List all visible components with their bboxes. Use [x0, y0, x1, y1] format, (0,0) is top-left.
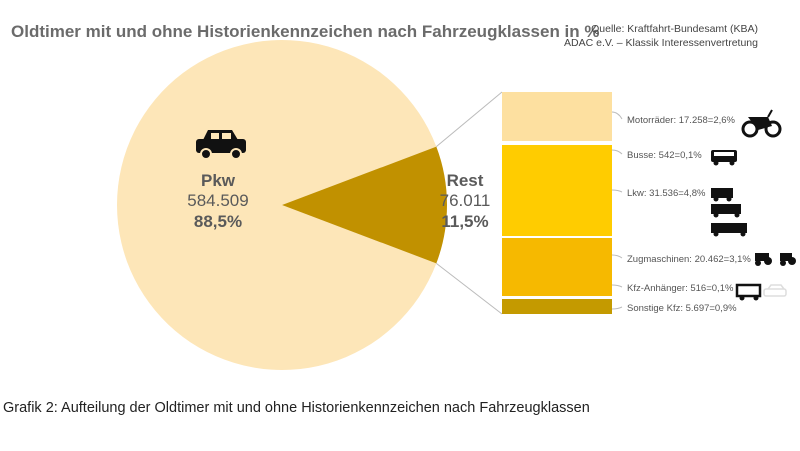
segment-label-5: Sonstige Kfz: 5.697=0,9%: [627, 303, 737, 314]
bar-segment-motorraeder: [502, 92, 612, 141]
segment-label-2: Lkw: 31.536=4,8%: [627, 188, 706, 199]
car-icon: [196, 130, 246, 160]
bar-segment-busse-lkw: [502, 145, 612, 236]
pie-slice-pkw: [117, 40, 437, 371]
pie-label-pkw-name: Pkw: [201, 171, 236, 190]
pie-label-rest-value: 76.011: [440, 191, 491, 210]
pie-slice-rest: [282, 146, 447, 264]
leader-line: [611, 254, 623, 259]
segment-label-4: Kfz-Anhänger: 516=0,1%: [627, 283, 734, 294]
leader-line: [611, 306, 623, 310]
car-icon: [763, 284, 787, 297]
source-note: Quelle: Kraftfahrt-Bundesamt (KBA) ADAC …: [564, 22, 758, 50]
segment-label-1: Busse: 542=0,1%: [627, 150, 702, 161]
truck-icon: [711, 223, 747, 237]
figure-caption: Grafik 2: Aufteilung der Oldtimer mit un…: [3, 400, 590, 416]
pie-label-rest-name: Rest: [447, 171, 484, 190]
source-line-2: ADAC e.V. – Klassik Interessenvertretung: [564, 37, 758, 49]
leader-line: [611, 149, 623, 155]
bar-segment-zugmaschinen-anhaenger: [502, 238, 612, 296]
bar-segment-sonstige: [502, 299, 612, 314]
bus-icon: [711, 150, 737, 166]
segment-label-3: Zugmaschinen: 20.462=3,1%: [627, 254, 751, 265]
leader-line: [611, 189, 623, 193]
trailer-icon: [735, 283, 762, 301]
connector-line-top: [436, 91, 503, 148]
source-line-1: Quelle: Kraftfahrt-Bundesamt (KBA): [591, 23, 758, 35]
leader-line: [611, 111, 623, 120]
tractor-icon: [755, 253, 772, 266]
connector-line-bottom: [436, 262, 503, 315]
leader-line: [611, 284, 623, 288]
truck-icon: [711, 204, 741, 218]
motorcycle-icon: [741, 109, 782, 138]
chart-title: Oldtimer mit und ohne Historienkennzeich…: [11, 22, 600, 41]
pie-label-pkw-percent: 88,5%: [194, 212, 242, 231]
truck-icon: [711, 188, 733, 202]
segment-label-0: Motorräder: 17.258=2,6%: [627, 115, 736, 126]
pie-label-pkw-value: 584.509: [187, 191, 248, 210]
tractor-icon: [780, 253, 796, 266]
pie-label-rest-percent: 11,5%: [441, 212, 488, 231]
